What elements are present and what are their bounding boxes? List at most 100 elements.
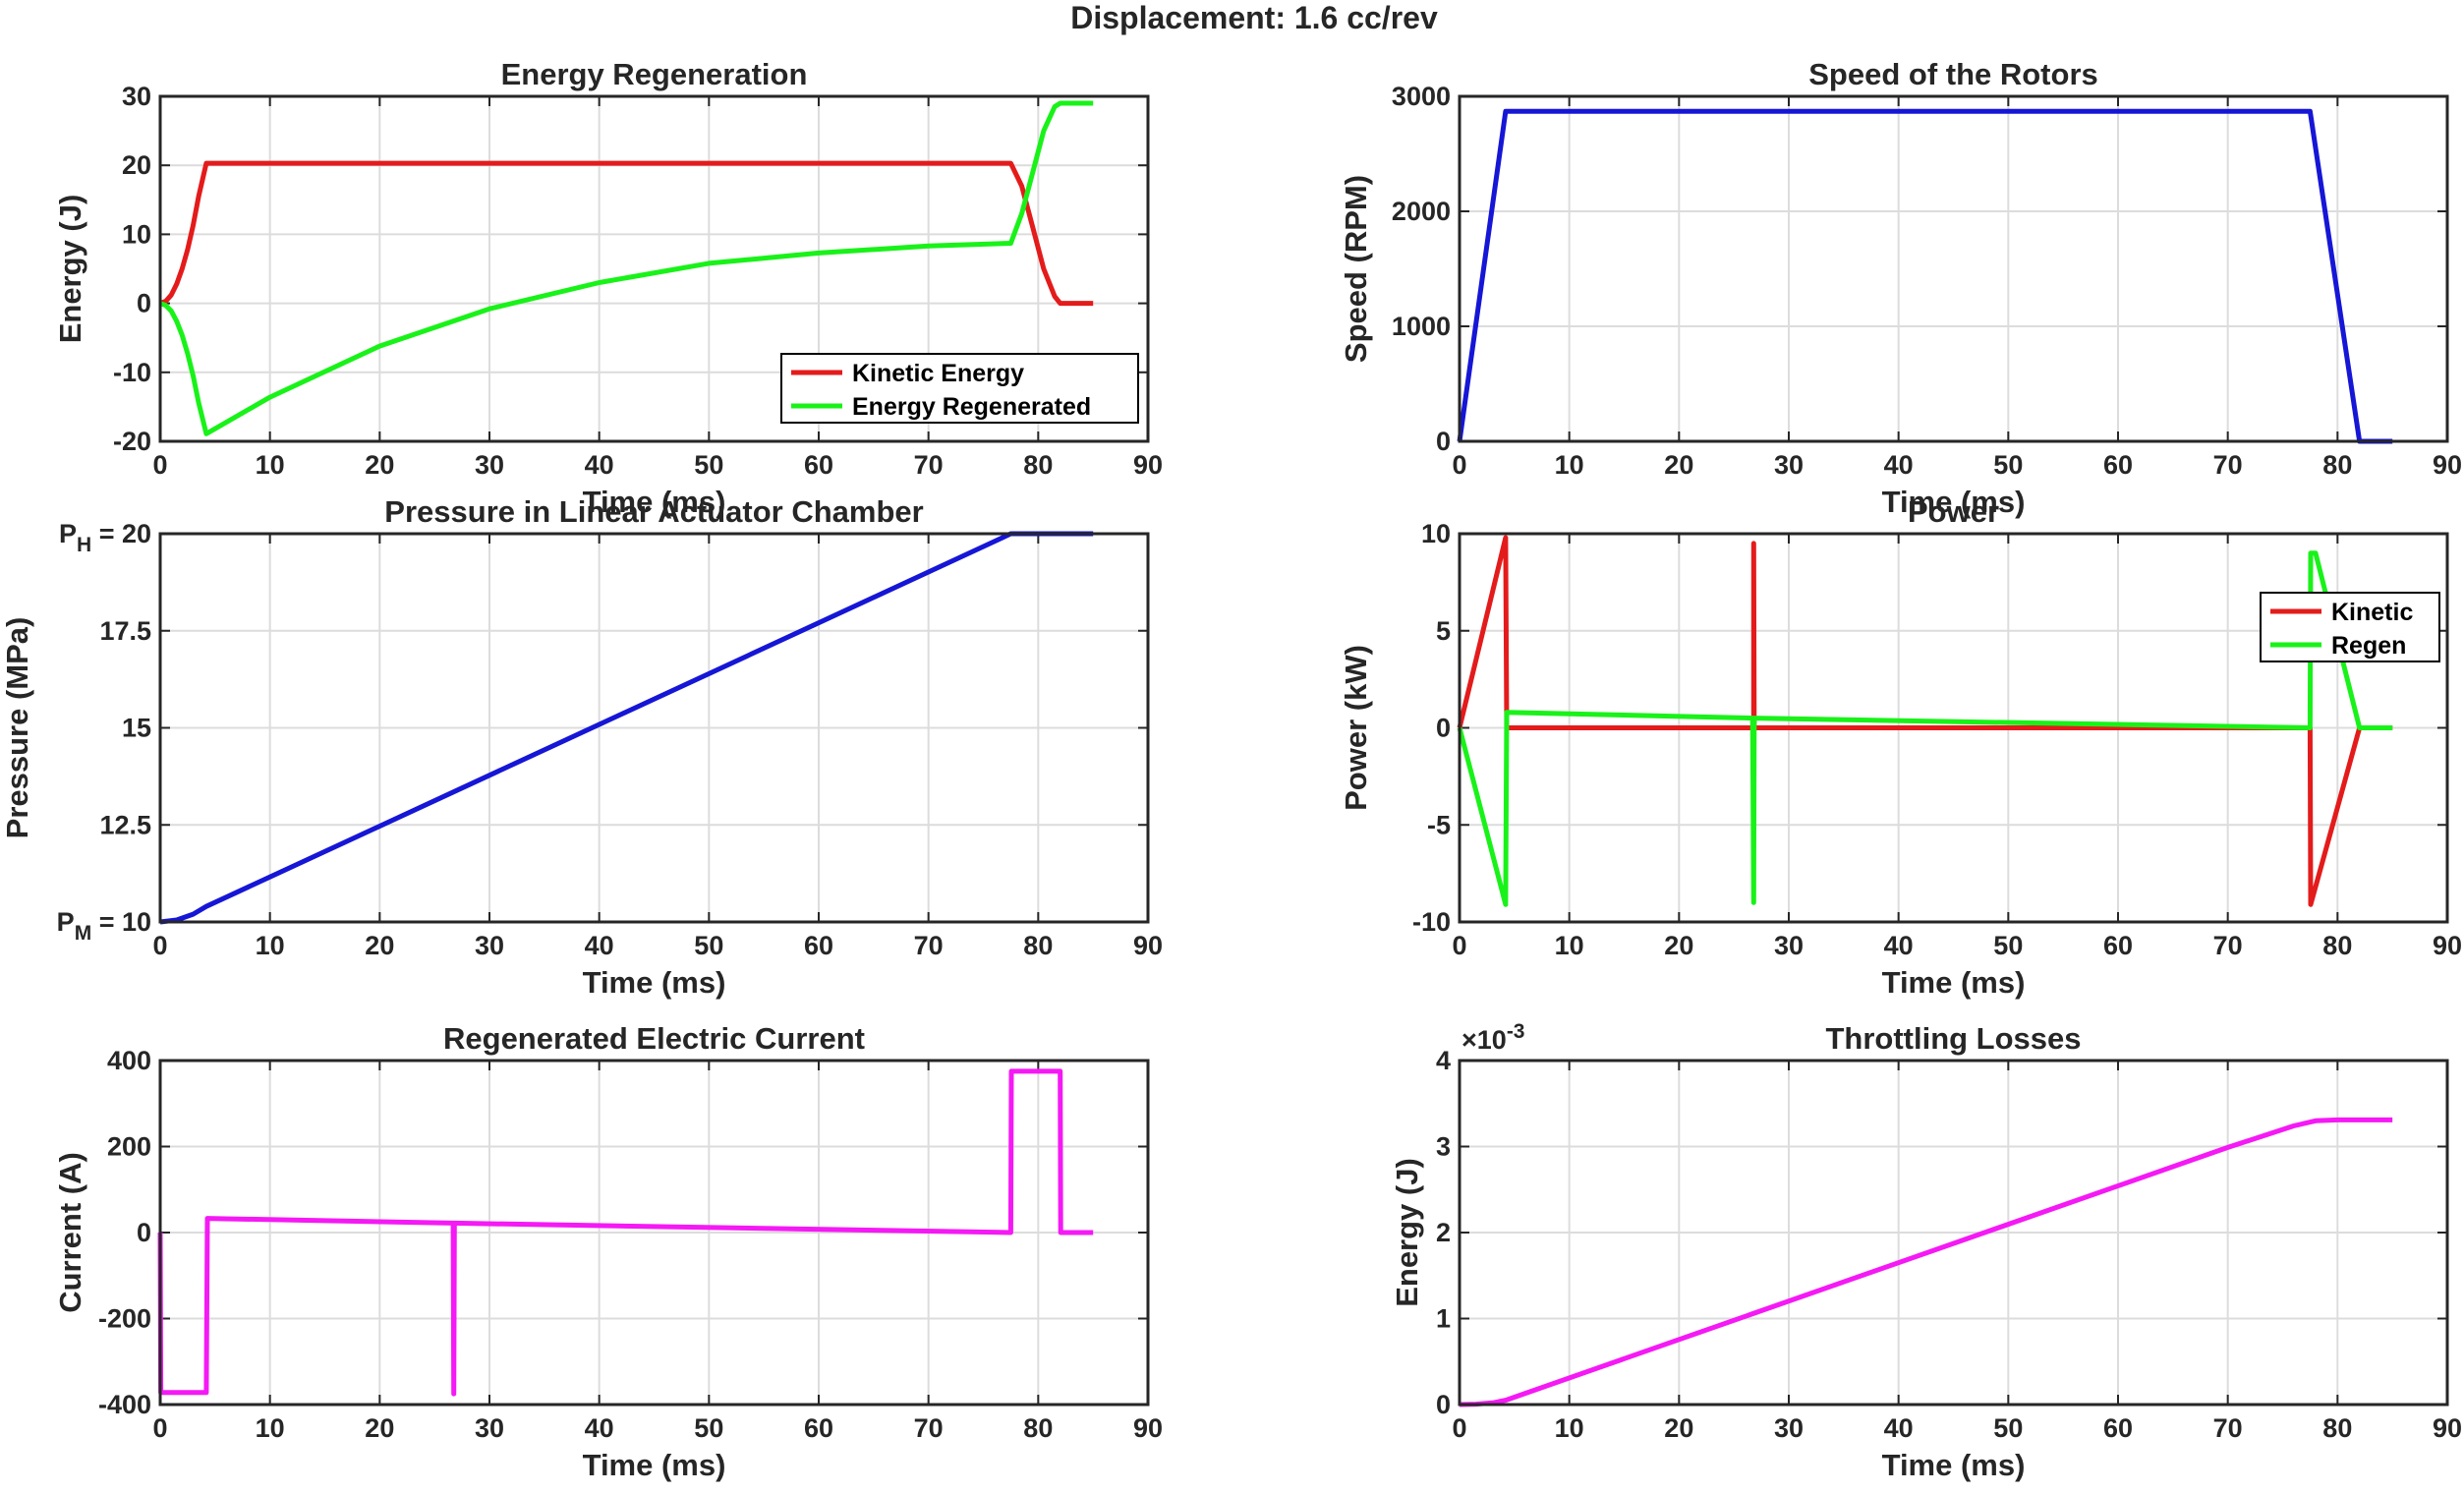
x-tick-label: 0: [152, 931, 167, 960]
panel-speed-of-rotors: 0 10 20 30 40 50 60 70 80 90 0 1000 2000 3000 Speed of…: [1339, 57, 2462, 519]
x-tick-label: 60: [804, 1413, 833, 1443]
y-axis-label: Energy (J): [1390, 1158, 1424, 1307]
y-tick-label: 10: [1421, 519, 1451, 548]
series-line-0: [157, 1068, 1094, 1397]
x-tick-label: 30: [1774, 450, 1804, 480]
y-tick-label: -10: [113, 358, 151, 387]
y-tick-label: 200: [107, 1132, 151, 1162]
x-tick-label: 20: [365, 931, 394, 960]
chart-title: Regenerated Electric Current: [443, 1021, 865, 1056]
x-tick-label: 10: [256, 450, 285, 480]
x-tick-label: 90: [2433, 1413, 2462, 1443]
x-axis-label: Time (ms): [583, 485, 726, 519]
y-axis-label: Energy (J): [53, 195, 87, 344]
y-tick-label: -10: [1412, 907, 1451, 937]
x-tick-label: 10: [256, 931, 285, 960]
legend-label-0: Kinetic: [2331, 599, 2413, 626]
x-tick-label: 40: [1884, 1413, 1914, 1443]
y-tick-label: 3: [1436, 1132, 1451, 1162]
axes-box: [1458, 532, 2449, 924]
y-tick-label: -200: [98, 1304, 151, 1334]
x-tick-label: 80: [1023, 1413, 1053, 1443]
x-tick-label: 50: [1993, 1413, 2023, 1443]
x-tick-label: 10: [1555, 1413, 1584, 1443]
y-tick-label: 10: [122, 219, 151, 249]
series-line-1: [159, 100, 1094, 436]
x-tick-label: 60: [2103, 450, 2133, 480]
x-tick-label: 30: [1774, 931, 1804, 960]
y-tick-label: -400: [98, 1390, 151, 1419]
y-tick-label: 5: [1436, 616, 1451, 646]
x-tick-label: 50: [1993, 931, 2023, 960]
y-tick-label: 20: [122, 150, 151, 180]
legend: Kinetic Energy Energy Regenerated: [780, 353, 1139, 424]
y-tick-label: 12.5: [99, 810, 151, 839]
legend-label-1: Energy Regenerated: [852, 393, 1091, 421]
x-tick-label: 30: [475, 931, 504, 960]
panel-pressure-chamber: 0 10 20 30 40 50 60 70 80 90 PM = 10 12.5 15 17.5 PH =…: [0, 494, 1163, 1000]
chart-title: Pressure in Linear Actuator Chamber: [384, 494, 923, 529]
axes-box: [1458, 1059, 2449, 1407]
x-tick-label: 40: [585, 931, 614, 960]
x-tick-label: 0: [1452, 1413, 1466, 1443]
x-tick-label: 40: [585, 450, 614, 480]
y-tick-label: 1000: [1392, 312, 1451, 341]
y-tick-label: 4: [1436, 1046, 1451, 1075]
y-tick-label: 30: [122, 82, 151, 111]
y-axis-label: Pressure (MPa): [0, 617, 34, 839]
chart-title: Speed of the Rotors: [1808, 57, 2098, 91]
panel-power: 0 10 20 30 40 50 60 70 80 90 -10 -5 0 5 10 Power Time (m…: [1339, 494, 2462, 1000]
x-tick-label: 40: [1884, 450, 1914, 480]
legend-box: [2260, 592, 2440, 662]
axes-box: [158, 1059, 1150, 1407]
x-tick-label: 30: [1774, 1413, 1804, 1443]
y-tick-label: 2: [1436, 1218, 1451, 1247]
x-tick-label: 70: [2213, 931, 2243, 960]
y-axis-label: Current (A): [53, 1152, 87, 1313]
figure-suptitle: Displacement: 1.6 cc/rev: [1070, 0, 1438, 35]
y-tick-label: -20: [113, 427, 151, 456]
x-tick-label: 90: [1133, 450, 1163, 480]
panel-throttling-losses: 0 10 20 30 40 50 60 70 80 90 0 1 2 3 4 ×10-3 Throttling …: [1390, 1020, 2462, 1482]
legend-label-0: Kinetic Energy: [852, 360, 1024, 387]
y-tick-label: 2000: [1392, 197, 1451, 226]
x-tick-label: 20: [1664, 931, 1693, 960]
axis-exponent-label: ×10-3: [1461, 1020, 1525, 1055]
x-axis-label: Time (ms): [1882, 485, 2026, 519]
x-tick-label: 10: [1555, 450, 1584, 480]
axes-box: [158, 532, 1150, 924]
x-tick-label: 70: [2213, 1413, 2243, 1443]
x-tick-label: 70: [2213, 450, 2243, 480]
x-tick-label: 80: [2322, 450, 2352, 480]
x-tick-label: 60: [804, 931, 833, 960]
x-tick-label: 0: [152, 1413, 167, 1443]
x-tick-label: 0: [152, 450, 167, 480]
x-axis-label: Time (ms): [1882, 965, 2026, 1000]
x-tick-label: 20: [365, 1413, 394, 1443]
y-axis-label: Speed (RPM): [1339, 175, 1373, 363]
x-tick-label: 90: [2433, 450, 2462, 480]
x-tick-label: 60: [2103, 1413, 2133, 1443]
y-axis-label: Power (kW): [1339, 645, 1373, 811]
x-tick-label: 80: [2322, 931, 2352, 960]
y-tick-label: 3000: [1392, 82, 1451, 111]
x-tick-label: 0: [1452, 931, 1466, 960]
x-tick-label: 30: [475, 450, 504, 480]
x-tick-label: 10: [1555, 931, 1584, 960]
x-tick-label: 20: [1664, 450, 1693, 480]
x-tick-label: 50: [1993, 450, 2023, 480]
x-tick-label: 50: [694, 1413, 723, 1443]
x-tick-label: 60: [804, 450, 833, 480]
y-tick-label: PM = 10: [57, 907, 151, 945]
chart-title: Throttling Losses: [1825, 1021, 2081, 1056]
x-tick-label: 20: [365, 450, 394, 480]
x-tick-label: 20: [1664, 1413, 1693, 1443]
y-tick-label: 0: [1436, 427, 1451, 456]
y-tick-label: 0: [137, 289, 151, 318]
x-tick-label: 30: [475, 1413, 504, 1443]
x-tick-label: 10: [256, 1413, 285, 1443]
x-tick-label: 0: [1452, 450, 1466, 480]
x-tick-label: 90: [1133, 1413, 1163, 1443]
y-tick-label: 17.5: [99, 616, 151, 646]
